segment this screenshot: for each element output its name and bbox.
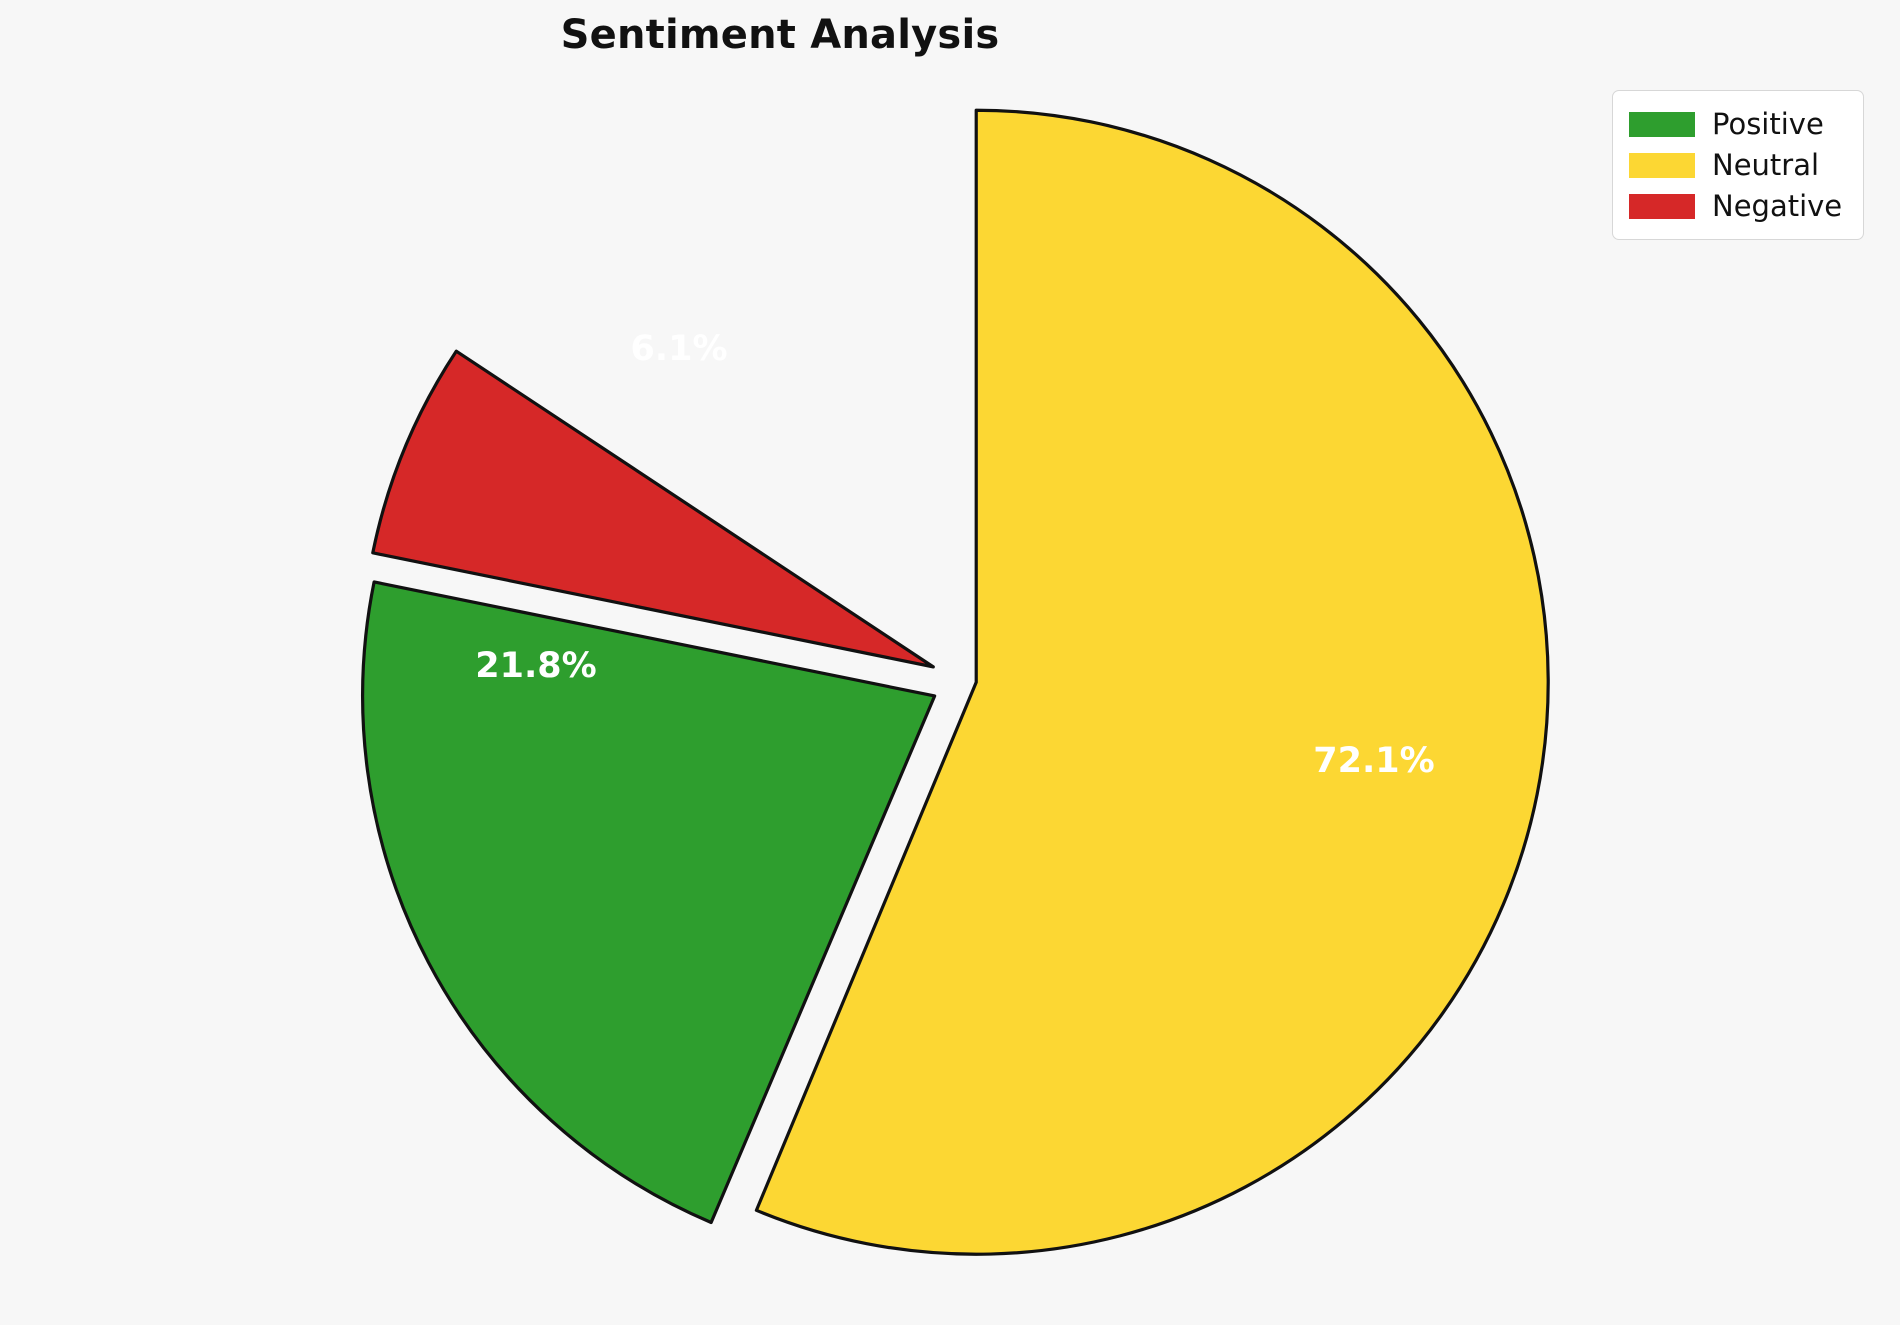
- pie-slice-label-positive: 21.8%: [475, 646, 596, 686]
- pie-slice-label-negative: 6.1%: [630, 329, 727, 369]
- pie-slices-group: [361, 108, 1550, 1256]
- legend-label-negative: Negative: [1712, 189, 1843, 223]
- legend-swatch-neutral: [1629, 153, 1695, 178]
- legend-label-neutral: Neutral: [1712, 148, 1820, 182]
- pie-slice-negative[interactable]: [371, 349, 935, 669]
- pie-slice-labels-group: 21.8% 72.1% 6.1%: [475, 329, 1434, 781]
- chart-legend: Positive Neutral Negative: [1612, 90, 1864, 240]
- page-title: Sentiment Analysis: [560, 12, 1000, 58]
- pie-slice-label-neutral: 72.1%: [1313, 741, 1434, 781]
- legend-item-neutral[interactable]: Neutral: [1629, 145, 1849, 186]
- legend-swatch-negative: [1629, 194, 1695, 219]
- pie-slice-positive[interactable]: [361, 580, 937, 1225]
- legend-label-positive: Positive: [1712, 107, 1824, 141]
- legend-item-positive[interactable]: Positive: [1629, 104, 1849, 145]
- legend-swatch-positive: [1629, 112, 1695, 137]
- pie-slice-neutral[interactable]: [754, 108, 1550, 1256]
- legend-item-negative[interactable]: Negative: [1629, 186, 1849, 227]
